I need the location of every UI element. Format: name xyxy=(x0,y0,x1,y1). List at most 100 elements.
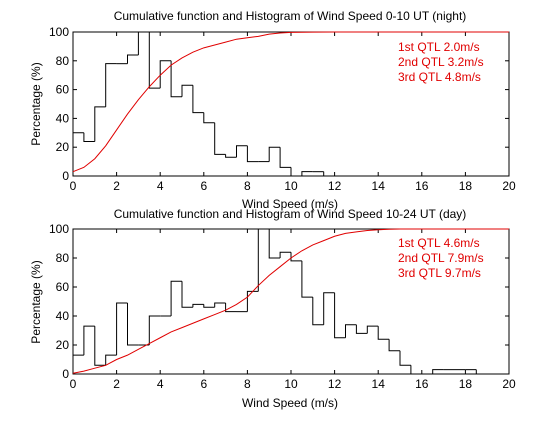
x-tick-label: 8 xyxy=(244,179,251,193)
annotation-q3: 3rd QTL 4.8m/s xyxy=(398,70,481,84)
x-tick-label: 2 xyxy=(113,377,120,391)
histogram-bin xyxy=(236,145,248,158)
histogram-bin xyxy=(268,146,281,162)
histogram-bin xyxy=(279,147,291,168)
cumulative-line xyxy=(72,228,509,374)
histogram-bin xyxy=(366,325,379,334)
y-tick-label: 20 xyxy=(56,140,70,154)
histogram-bin xyxy=(377,326,390,340)
histogram-bin xyxy=(105,63,117,107)
histogram-bin xyxy=(170,280,182,316)
x-tick-label: 2 xyxy=(113,179,120,193)
quartile-annotations: 1st QTL 2.0m/s 2nd QTL 3.2m/s 3rd QTL 4.… xyxy=(398,40,484,84)
histogram-bin xyxy=(268,229,281,259)
histogram-bin xyxy=(83,132,95,142)
histogram-bin xyxy=(116,302,128,356)
chart-title: Cumulative function and Histogram of Win… xyxy=(114,207,467,221)
x-tick-label: 16 xyxy=(415,377,429,391)
histogram-bin xyxy=(388,339,400,352)
y-tick-label: 60 xyxy=(56,280,70,294)
histogram-bin xyxy=(203,112,215,124)
y-tick-label: 40 xyxy=(56,111,70,125)
y-axis-label: Percentage (%) xyxy=(29,62,43,145)
histogram-bin xyxy=(475,369,488,375)
y-tick-label: 0 xyxy=(62,169,69,183)
chart-title: Cumulative function and Histogram of Win… xyxy=(114,9,467,23)
x-tick-label: 4 xyxy=(157,377,164,391)
histogram-bin xyxy=(192,303,204,308)
chart-night: Cumulative function and Histogram of Win… xyxy=(29,9,516,211)
histogram-bin xyxy=(94,326,106,366)
histogram-bin xyxy=(192,85,204,114)
histogram-bin xyxy=(148,315,161,345)
histogram-bin xyxy=(127,302,139,346)
y-tick-label: 100 xyxy=(49,25,69,39)
x-tick-label: 14 xyxy=(372,179,386,193)
histogram-bin xyxy=(246,290,259,312)
y-tick-label: 80 xyxy=(56,251,70,265)
histogram-bin xyxy=(246,145,259,163)
chart-day: Cumulative function and Histogram of Win… xyxy=(29,207,516,410)
histogram-bin xyxy=(301,260,313,298)
histogram-bin xyxy=(72,132,84,176)
y-tick-label: 40 xyxy=(56,309,70,323)
x-tick-label: 18 xyxy=(459,179,473,193)
annotation-q1: 1st QTL 2.0m/s xyxy=(398,40,480,54)
quartile-annotations: 1st QTL 4.6m/s 2nd QTL 7.9m/s 3rd QTL 9.… xyxy=(398,236,484,280)
y-tick-label: 0 xyxy=(62,367,69,381)
y-tick-label: 80 xyxy=(56,54,70,68)
histogram-bin xyxy=(72,354,84,374)
x-tick-label: 14 xyxy=(372,377,386,391)
x-tick-label: 12 xyxy=(328,179,342,193)
histogram-bin xyxy=(410,365,422,375)
histogram-bin xyxy=(312,297,324,326)
x-tick-label: 8 xyxy=(244,377,251,391)
annotation-q1: 1st QTL 4.6m/s xyxy=(398,236,480,250)
histogram-bin xyxy=(105,354,117,366)
histogram-bin xyxy=(148,32,161,89)
y-tick-label: 100 xyxy=(49,222,69,236)
histogram-bin xyxy=(181,84,193,97)
x-tick-label: 12 xyxy=(328,377,342,391)
histogram-bin xyxy=(170,60,182,98)
x-tick-label: 18 xyxy=(459,377,473,391)
annotation-q2: 2nd QTL 3.2m/s xyxy=(398,55,484,69)
histogram-bin xyxy=(257,228,270,292)
y-tick-label: 20 xyxy=(56,338,70,352)
x-tick-label: 16 xyxy=(415,179,429,193)
histogram-bin xyxy=(432,369,444,374)
histogram-bin xyxy=(159,60,172,89)
x-tick-label: 6 xyxy=(200,377,207,391)
x-tick-label: 20 xyxy=(502,377,516,391)
histogram-bin xyxy=(127,54,139,64)
histogram-bin xyxy=(225,154,237,158)
x-tick-label: 20 xyxy=(502,179,516,193)
x-tick-label: 4 xyxy=(157,179,164,193)
histogram-bin xyxy=(203,304,215,308)
histogram-bin xyxy=(214,302,226,308)
histogram-bin xyxy=(83,325,95,356)
x-tick-label: 6 xyxy=(200,179,207,193)
histogram-bin xyxy=(399,350,411,366)
cumulative-line xyxy=(72,31,509,173)
histogram-bin xyxy=(137,31,150,56)
histogram-bin xyxy=(181,281,193,308)
x-tick-label: 10 xyxy=(284,179,298,193)
histogram-bin xyxy=(323,292,335,325)
histogram-bin xyxy=(214,122,226,155)
x-axis-label: Wind Speed (m/s) xyxy=(242,396,338,410)
x-tick-label: 0 xyxy=(70,377,77,391)
histogram-bin xyxy=(323,171,335,177)
histogram-bin xyxy=(301,171,313,176)
y-tick-label: 60 xyxy=(56,83,70,97)
annotation-q2: 2nd QTL 7.9m/s xyxy=(398,251,484,265)
histogram-bin xyxy=(94,106,106,142)
histogram-bin xyxy=(225,302,237,313)
x-tick-label: 10 xyxy=(284,377,298,391)
histogram-bin xyxy=(345,324,357,338)
annotation-q3: 3rd QTL 9.7m/s xyxy=(398,266,481,280)
x-axis-label: Wind Speed (m/s) xyxy=(242,197,338,211)
